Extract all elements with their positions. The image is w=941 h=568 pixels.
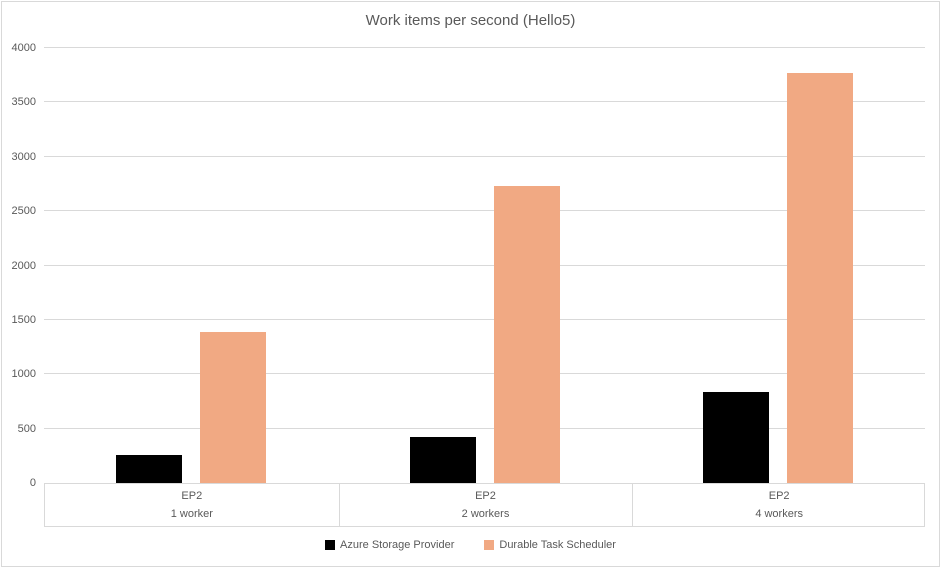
gridline (44, 427, 925, 429)
category-cell-2-workers: EP2 2 workers (339, 484, 633, 526)
legend-item-azure-storage-provider: Azure Storage Provider (325, 539, 454, 551)
y-tick-label: 3500 (11, 96, 36, 109)
gridline (44, 155, 925, 157)
gridline (44, 373, 925, 375)
bar-durable-task-scheduler (493, 186, 560, 483)
bar-durable-task-scheduler (199, 331, 266, 483)
bar-durable-task-scheduler (787, 73, 854, 483)
category-label: EP2 (768, 490, 790, 502)
category-group-label: 2 workers (461, 508, 510, 520)
category-cell-1-worker: EP2 1 worker (45, 484, 339, 526)
gridline (44, 318, 925, 320)
y-tick-label: 500 (17, 422, 36, 435)
bar-azure-storage-provider (115, 454, 182, 483)
x-axis-label-area: EP2 1 worker EP2 2 workers EP2 4 workers (44, 483, 925, 527)
category-cell-4-workers: EP2 4 workers (632, 484, 926, 526)
legend-swatch-icon (325, 540, 336, 550)
category-label: EP2 (475, 490, 496, 502)
bar-azure-storage-provider (703, 391, 770, 483)
category-divider (338, 484, 340, 526)
category-divider (632, 484, 634, 526)
legend-item-durable-task-scheduler: Durable Task Scheduler (484, 539, 616, 551)
category-group-label: 1 worker (170, 508, 213, 520)
bar-azure-storage-provider (409, 437, 476, 483)
y-tick-label: 4000 (11, 42, 36, 54)
y-tick-label: 2000 (11, 259, 36, 272)
legend-swatch-icon (484, 540, 495, 550)
category-label: EP2 (181, 490, 203, 502)
legend: Azure Storage Provider Durable Task Sched… (0, 539, 941, 551)
gridline (44, 101, 925, 103)
y-tick-label: 1500 (11, 313, 36, 326)
legend-label: Azure Storage Provider (340, 539, 455, 551)
y-tick-label: 1000 (11, 368, 36, 381)
gridline (44, 47, 925, 48)
legend-label: Durable Task Scheduler (499, 539, 616, 551)
y-tick-label: 2500 (11, 205, 36, 218)
plot-area (44, 47, 925, 483)
gridline (44, 264, 925, 266)
gridline (44, 210, 925, 212)
category-group-label: 4 workers (755, 508, 803, 520)
y-axis: 0 500 1000 1500 2000 2500 3000 3500 4000 (0, 0, 36, 568)
y-tick-label: 3000 (11, 150, 36, 163)
chart-title: Work items per second (Hello5) (365, 12, 576, 29)
y-tick-label: 0 (29, 477, 36, 489)
